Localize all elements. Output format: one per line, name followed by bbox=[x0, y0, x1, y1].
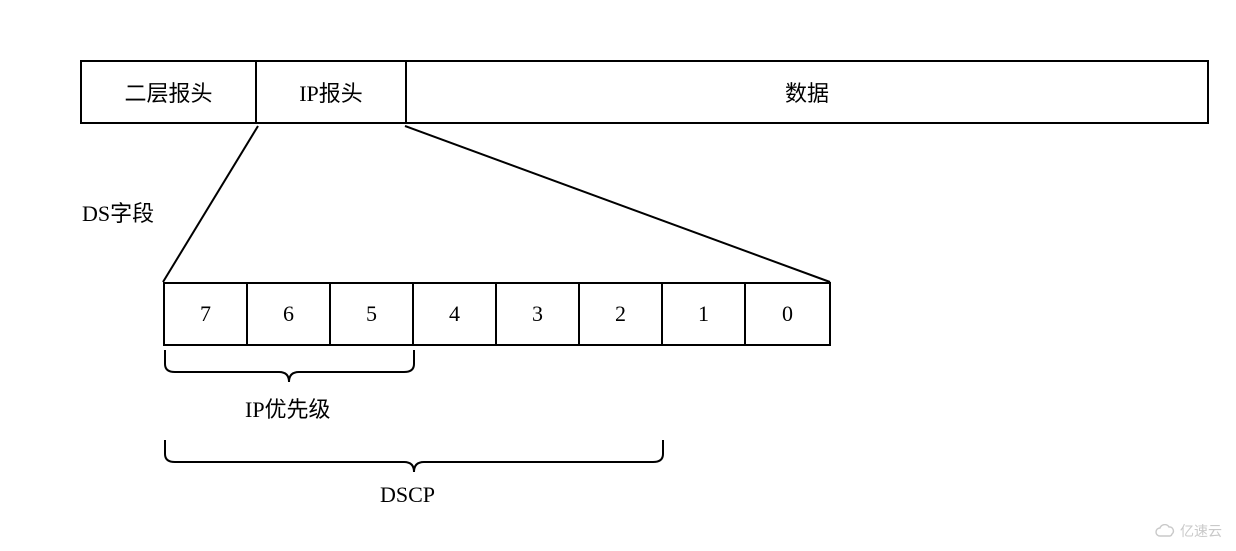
dscp-brace bbox=[0, 0, 1236, 551]
cloud-icon bbox=[1154, 524, 1176, 538]
watermark-text: 亿速云 bbox=[1180, 521, 1222, 541]
watermark: 亿速云 bbox=[1154, 521, 1222, 541]
dscp-label: DSCP bbox=[380, 482, 435, 508]
